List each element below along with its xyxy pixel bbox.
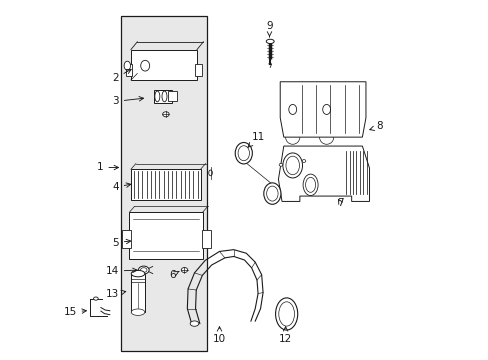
Text: 10: 10 xyxy=(212,327,225,344)
Text: 11: 11 xyxy=(247,132,264,147)
Ellipse shape xyxy=(266,39,274,44)
Text: 2: 2 xyxy=(112,69,131,83)
Ellipse shape xyxy=(279,163,282,166)
Ellipse shape xyxy=(305,177,315,192)
Ellipse shape xyxy=(162,91,166,102)
Ellipse shape xyxy=(322,104,330,114)
Ellipse shape xyxy=(181,267,187,273)
Ellipse shape xyxy=(93,297,98,300)
Ellipse shape xyxy=(131,309,144,315)
Bar xyxy=(122,230,130,248)
Ellipse shape xyxy=(208,170,212,176)
Text: 3: 3 xyxy=(112,96,143,107)
Ellipse shape xyxy=(283,153,302,178)
Bar xyxy=(201,230,210,248)
Ellipse shape xyxy=(235,143,252,164)
Ellipse shape xyxy=(266,186,278,201)
Ellipse shape xyxy=(190,321,198,326)
Text: 1: 1 xyxy=(97,162,118,172)
Ellipse shape xyxy=(155,91,160,102)
Ellipse shape xyxy=(275,298,297,330)
Bar xyxy=(195,64,201,76)
Text: 12: 12 xyxy=(278,327,292,344)
Ellipse shape xyxy=(285,156,299,175)
Bar xyxy=(129,212,203,258)
Ellipse shape xyxy=(288,104,296,114)
Bar xyxy=(131,169,200,200)
Text: 6: 6 xyxy=(169,270,179,280)
Text: 14: 14 xyxy=(105,266,137,276)
Ellipse shape xyxy=(163,112,169,117)
Ellipse shape xyxy=(302,159,305,162)
Text: 8: 8 xyxy=(369,121,383,131)
Polygon shape xyxy=(278,146,369,202)
Text: 13: 13 xyxy=(105,289,125,299)
Ellipse shape xyxy=(303,174,317,195)
Polygon shape xyxy=(280,82,365,137)
Ellipse shape xyxy=(140,268,147,273)
Text: 9: 9 xyxy=(265,21,272,37)
Ellipse shape xyxy=(131,270,144,277)
Text: 4: 4 xyxy=(112,182,130,192)
Bar xyxy=(168,91,177,102)
Ellipse shape xyxy=(278,302,294,326)
Text: 15: 15 xyxy=(63,307,86,317)
Ellipse shape xyxy=(138,266,149,274)
Text: 7: 7 xyxy=(337,198,343,208)
Bar xyxy=(125,64,132,76)
Ellipse shape xyxy=(124,61,130,70)
Bar xyxy=(154,90,172,103)
Ellipse shape xyxy=(238,146,249,161)
Ellipse shape xyxy=(263,183,281,204)
Bar xyxy=(121,16,206,351)
Bar xyxy=(131,50,197,80)
Bar xyxy=(131,274,144,312)
Text: 5: 5 xyxy=(112,238,130,248)
Ellipse shape xyxy=(141,60,149,71)
